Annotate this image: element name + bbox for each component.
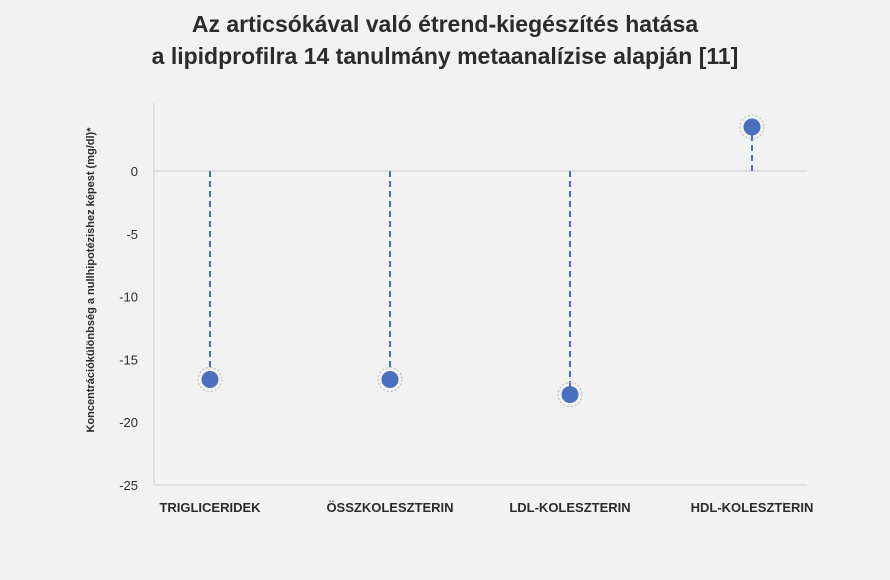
chart-title-line-1: Az articsókával való étrend-kiegészítés … bbox=[191, 11, 699, 37]
y-tick-labels: 0 -5 -10 -15 -20 -25 bbox=[119, 164, 138, 493]
stems bbox=[209, 127, 753, 395]
data-point bbox=[743, 118, 761, 136]
y-tick-label: -10 bbox=[119, 290, 138, 305]
data-points bbox=[197, 114, 765, 408]
x-category-label: TRIGLICERIDEK bbox=[159, 500, 261, 515]
y-axis-title: Koncentrációkülönbség a nullhipotézishez… bbox=[85, 127, 97, 433]
point-halo bbox=[557, 382, 583, 408]
y-tick-label: -25 bbox=[119, 478, 138, 493]
x-category-label: LDL-KOLESZTERIN bbox=[509, 500, 630, 515]
x-category-label: ÖSSZKOLESZTERIN bbox=[326, 500, 453, 515]
y-tick-label: -15 bbox=[119, 352, 138, 367]
point-halo bbox=[197, 366, 223, 392]
data-point bbox=[201, 370, 219, 388]
point-halo bbox=[739, 114, 765, 140]
x-category-label: HDL-KOLESZTERIN bbox=[691, 500, 814, 515]
axes bbox=[153, 103, 807, 486]
chart-title-line-2: a lipidprofilra 14 tanulmány metaanalízi… bbox=[151, 43, 739, 69]
x-category-labels: TRIGLICERIDEK ÖSSZKOLESZTERIN LDL-KOLESZTE… bbox=[159, 500, 813, 515]
y-tick-label: -5 bbox=[126, 227, 138, 242]
chart-title: Az articsókával való étrend-kiegészítés … bbox=[0, 8, 890, 72]
data-point bbox=[381, 370, 399, 388]
y-tick-label: -20 bbox=[119, 415, 138, 430]
y-tick-label: 0 bbox=[131, 164, 138, 179]
data-point bbox=[561, 386, 579, 404]
point-halo bbox=[377, 366, 403, 392]
